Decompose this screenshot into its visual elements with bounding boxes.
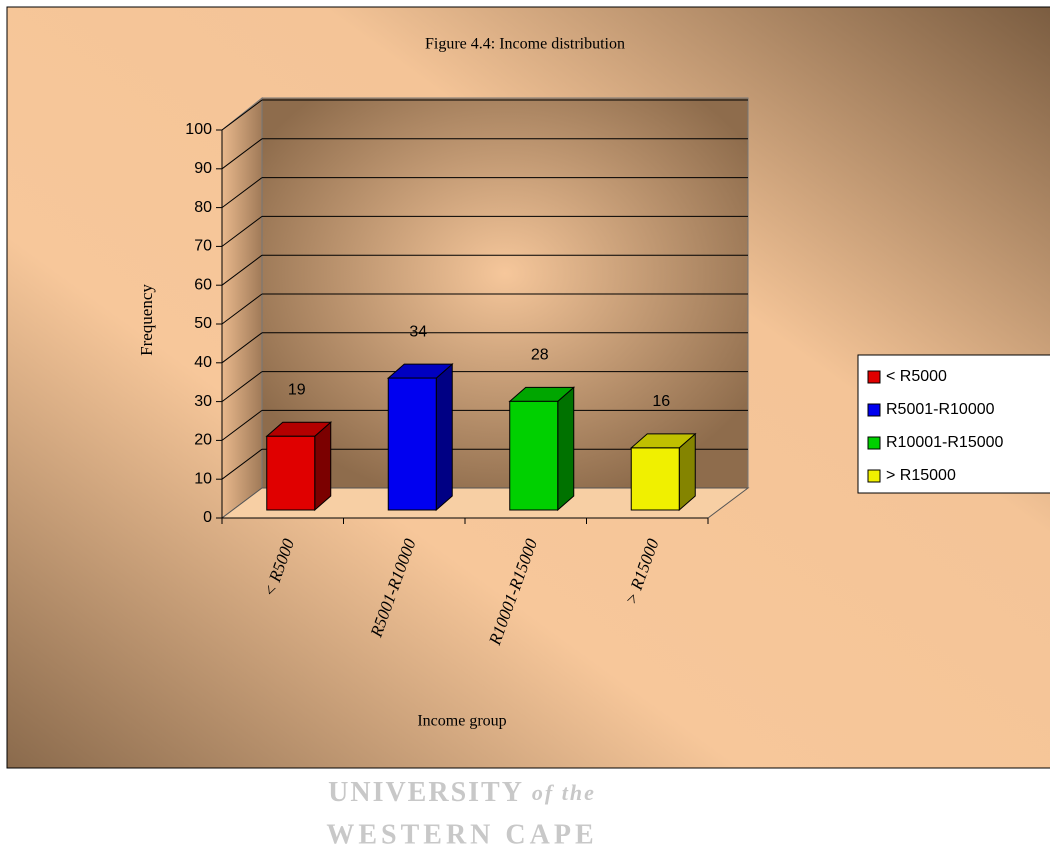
grid-line [221, 293, 263, 325]
legend-label: < R5000 [886, 368, 947, 385]
grid-line [221, 409, 263, 441]
value-label: 28 [531, 347, 549, 364]
y-axis-label: Frequency [137, 284, 156, 356]
y-tick-label: 40 [194, 354, 212, 371]
side-wall [221, 96, 263, 519]
value-label: 16 [652, 393, 670, 410]
legend-label: > R15000 [886, 467, 956, 484]
bar [387, 377, 437, 511]
x-axis-label: Income group [417, 713, 506, 730]
y-tick-label: 50 [194, 315, 212, 332]
y-tick-label: 30 [194, 393, 212, 410]
watermark-text: of the [532, 780, 596, 805]
bar [509, 400, 559, 511]
bar-top-shade [388, 364, 453, 379]
legend-label: R10001-R15000 [886, 434, 1004, 451]
grid-line [221, 371, 263, 403]
back-wall [261, 97, 749, 489]
value-label: 34 [409, 323, 427, 340]
bar-side-shade [557, 387, 574, 510]
legend-label: R5001-R10000 [886, 401, 995, 418]
bar-side-shade [314, 422, 331, 510]
bar-top-shade [266, 422, 331, 437]
y-tick-label: 90 [194, 160, 212, 177]
watermark-text: WESTERN CAPE [326, 819, 597, 850]
legend-swatch [867, 469, 881, 483]
y-tick-label: 60 [194, 276, 212, 293]
y-tick-label: 100 [185, 121, 212, 138]
grid-line [221, 215, 263, 247]
bar-side-shade [436, 364, 453, 510]
grid-line [221, 254, 263, 286]
legend [857, 354, 1050, 494]
value-label: 19 [288, 381, 306, 398]
bar [630, 447, 680, 511]
legend-swatch [867, 370, 881, 384]
y-tick-label: 10 [194, 470, 212, 487]
watermark-text: UNIVERSITY [328, 777, 523, 808]
grid-line [221, 332, 263, 364]
watermark: UNIVERSITY of the [328, 777, 596, 808]
grid-line [221, 138, 263, 170]
y-tick-label: 70 [194, 238, 212, 255]
bar-top-shade [631, 433, 696, 448]
legend-swatch [867, 436, 881, 450]
grid-line [221, 448, 263, 480]
y-tick-label: 80 [194, 199, 212, 216]
legend-swatch [867, 403, 881, 417]
y-tick-label: 20 [194, 432, 212, 449]
y-tick-label: 0 [203, 509, 212, 526]
bar-side-shade [679, 433, 696, 510]
grid-line [221, 99, 263, 131]
grid-line [221, 177, 263, 209]
bar [266, 435, 316, 511]
chart-title: Figure 4.4: Income distribution [425, 36, 625, 53]
bar-top-shade [509, 387, 574, 402]
